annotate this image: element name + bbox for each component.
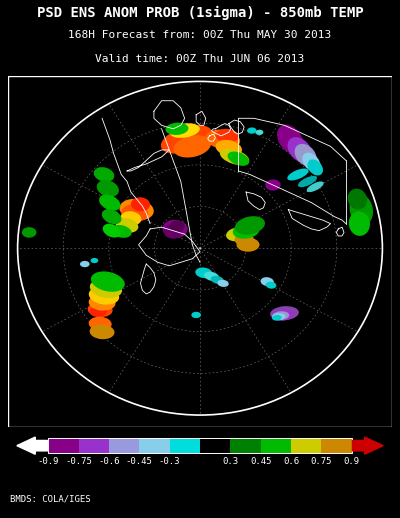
Bar [48, 438, 79, 453]
Ellipse shape [265, 179, 281, 191]
Ellipse shape [350, 194, 373, 225]
Ellipse shape [170, 123, 200, 138]
Text: 0.75: 0.75 [310, 457, 332, 466]
Ellipse shape [349, 211, 370, 236]
Ellipse shape [111, 225, 132, 238]
Ellipse shape [120, 211, 141, 225]
Ellipse shape [206, 130, 240, 149]
Ellipse shape [33, 145, 44, 152]
Ellipse shape [166, 123, 188, 135]
Ellipse shape [272, 311, 289, 320]
Text: 0.3: 0.3 [222, 457, 238, 466]
Ellipse shape [294, 144, 317, 166]
Ellipse shape [234, 233, 254, 246]
Ellipse shape [266, 282, 276, 289]
Bar [109, 438, 139, 453]
Ellipse shape [288, 137, 312, 163]
Ellipse shape [169, 220, 185, 233]
Ellipse shape [272, 313, 286, 320]
Ellipse shape [228, 152, 249, 166]
Ellipse shape [35, 146, 50, 154]
Ellipse shape [195, 267, 212, 278]
Bar [321, 438, 352, 453]
FancyArrow shape [352, 437, 383, 454]
Ellipse shape [121, 204, 148, 222]
Ellipse shape [226, 227, 251, 241]
Ellipse shape [256, 130, 263, 135]
Ellipse shape [90, 279, 122, 298]
Ellipse shape [97, 180, 119, 197]
Text: BMDS: COLA/IGES: BMDS: COLA/IGES [10, 495, 91, 504]
Text: 0.45: 0.45 [250, 457, 272, 466]
Bar [261, 438, 291, 453]
Ellipse shape [89, 316, 112, 331]
Ellipse shape [302, 153, 320, 171]
Ellipse shape [220, 149, 249, 165]
Text: PSD ENS ANOM PROB (1sigma) - 850mb TEMP: PSD ENS ANOM PROB (1sigma) - 850mb TEMP [37, 6, 363, 20]
Text: -0.3: -0.3 [159, 457, 180, 466]
Ellipse shape [80, 261, 90, 267]
Ellipse shape [91, 271, 125, 292]
Ellipse shape [233, 223, 260, 239]
Text: Valid time: 00Z Thu JUN 06 2013: Valid time: 00Z Thu JUN 06 2013 [95, 54, 305, 64]
Ellipse shape [102, 209, 122, 224]
Ellipse shape [90, 306, 107, 317]
Ellipse shape [131, 197, 150, 211]
Bar [230, 438, 261, 453]
Text: -0.6: -0.6 [98, 457, 120, 466]
Ellipse shape [308, 160, 323, 176]
Ellipse shape [89, 286, 119, 305]
Text: -0.45: -0.45 [126, 457, 153, 466]
Text: 168H Forecast from: 00Z Thu MAY 30 2013: 168H Forecast from: 00Z Thu MAY 30 2013 [68, 30, 332, 40]
Ellipse shape [270, 306, 299, 320]
Bar [291, 438, 321, 453]
Ellipse shape [307, 181, 324, 192]
Ellipse shape [272, 315, 282, 321]
Text: 0.9: 0.9 [344, 457, 360, 466]
Ellipse shape [277, 125, 304, 154]
Bar [48, 438, 352, 453]
Ellipse shape [217, 280, 229, 287]
Ellipse shape [235, 216, 265, 235]
Ellipse shape [348, 189, 367, 209]
Ellipse shape [90, 324, 114, 339]
Text: -0.9: -0.9 [38, 457, 59, 466]
Text: -0.75: -0.75 [65, 457, 92, 466]
Ellipse shape [89, 295, 116, 311]
Circle shape [18, 81, 382, 415]
Ellipse shape [174, 135, 211, 157]
Ellipse shape [116, 218, 138, 233]
Ellipse shape [298, 176, 317, 187]
Ellipse shape [161, 125, 212, 154]
Bar [200, 438, 230, 453]
Ellipse shape [94, 167, 114, 182]
Ellipse shape [247, 127, 257, 134]
Ellipse shape [211, 276, 224, 284]
FancyArrow shape [17, 437, 48, 454]
Ellipse shape [162, 220, 188, 238]
Ellipse shape [215, 129, 238, 143]
Ellipse shape [204, 272, 219, 281]
Ellipse shape [99, 195, 120, 211]
Ellipse shape [287, 168, 308, 180]
Ellipse shape [164, 224, 183, 239]
Ellipse shape [88, 303, 113, 317]
Bar [170, 438, 200, 453]
Ellipse shape [236, 238, 260, 252]
Text: 0.6: 0.6 [283, 457, 299, 466]
Ellipse shape [191, 312, 201, 318]
Ellipse shape [90, 258, 98, 263]
Ellipse shape [103, 224, 121, 238]
Ellipse shape [120, 199, 154, 220]
Bar [139, 438, 170, 453]
Ellipse shape [216, 140, 242, 156]
Bar [79, 438, 109, 453]
Ellipse shape [22, 227, 36, 238]
Ellipse shape [271, 309, 294, 321]
Ellipse shape [260, 277, 274, 286]
